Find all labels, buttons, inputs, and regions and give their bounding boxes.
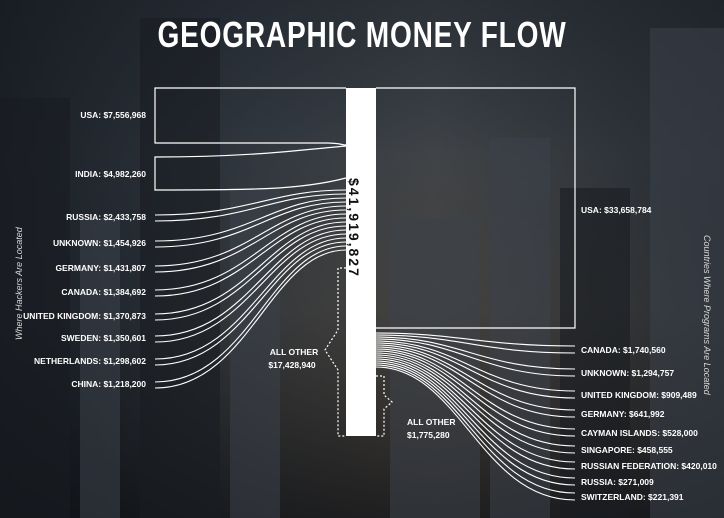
source-label-8: NETHERLANDS: $1,298,602 (34, 356, 146, 366)
flow-source-3 (154, 197, 347, 242)
flow-source-2-b (154, 193, 347, 222)
target-label-1: CANADA: $1,740,560 (581, 345, 666, 355)
source-label-2: RUSSIA: $2,433,758 (66, 212, 146, 222)
flow-source-4 (154, 205, 347, 267)
flow-target-8 (375, 360, 576, 479)
flow-target-2-b (375, 338, 576, 377)
target-label-4: GERMANY: $641,992 (581, 409, 665, 419)
source-label-india: INDIA: $4,982,260 (75, 169, 146, 179)
source-label-4: GERMANY: $1,431,807 (55, 263, 146, 273)
target-label-9: SWITZERLAND: $221,391 (581, 492, 684, 502)
target-other-bracket (376, 375, 393, 437)
flow-target-1-b (375, 334, 576, 354)
source-label-9: CHINA: $1,218,200 (71, 379, 146, 389)
target-label-5: CAYMAN ISLANDS: $528,000 (581, 428, 698, 438)
labels: USA: $7,556,968 INDIA: $4,982,260 RUSSIA: … (23, 110, 717, 502)
right-axis-label: Countries Where Programs Are Located (702, 235, 712, 395)
flow-target-1 (375, 332, 576, 347)
right-flows (375, 87, 576, 501)
flow-target-5-b (375, 350, 576, 437)
flow-source-5-b (154, 217, 347, 297)
flow-source-7-b (154, 233, 347, 343)
flow-target-4-b (375, 346, 576, 418)
flow-target-5 (375, 348, 576, 430)
flow-usa-source (154, 87, 347, 146)
source-other-label: ALL OTHER (270, 347, 318, 357)
target-label-3: UNITED KINGDOM: $909,489 (581, 390, 697, 400)
source-label-7: SWEDEN: $1,350,601 (61, 333, 146, 343)
source-label-usa: USA: $7,556,968 (80, 110, 146, 120)
flow-target-8-b (375, 362, 576, 486)
flow-source-6 (154, 221, 347, 315)
flow-target-9-b (375, 366, 576, 501)
flow-source-9 (154, 245, 347, 383)
flow-target-6-b (375, 354, 576, 454)
target-label-usa: USA: $33,658,784 (581, 205, 652, 215)
flow-target-2 (375, 336, 576, 370)
source-other-value: $17,428,940 (268, 360, 316, 370)
flow-source-7 (154, 229, 347, 337)
source-label-5: CANADA: $1,384,692 (61, 287, 146, 297)
left-flows (154, 87, 347, 437)
target-label-2: UNKNOWN: $1,294,757 (581, 368, 674, 378)
flow-target-7-b (375, 358, 576, 470)
source-label-6: UNITED KINGDOM: $1,370,873 (23, 311, 146, 321)
flow-source-9-b (154, 249, 347, 389)
flow-source-4-b (154, 209, 347, 273)
flow-target-6 (375, 352, 576, 447)
page-title: GEOGRAPHIC MONEY FLOW (157, 14, 567, 55)
flow-source-2 (154, 189, 347, 216)
left-axis-label: Where Hackers Are Located (14, 227, 24, 340)
flow-source-8-b (154, 241, 347, 366)
flow-source-5 (154, 213, 347, 291)
target-other-label: ALL OTHER (407, 417, 455, 427)
flow-target-4 (375, 344, 576, 411)
flow-source-8 (154, 237, 347, 360)
flow-usa-target (376, 87, 576, 329)
flow-target-3 (375, 340, 576, 392)
flow-source-6-b (154, 225, 347, 321)
flow-target-9 (375, 364, 576, 494)
flow-source-3-b (154, 201, 347, 248)
target-label-8: RUSSIA: $271,009 (581, 477, 654, 487)
center-bar (346, 88, 376, 436)
flow-india-source (154, 145, 347, 191)
source-label-3: UNKNOWN: $1,454,926 (53, 238, 146, 248)
flow-target-7 (375, 356, 576, 463)
target-other-value: $1,775,280 (407, 430, 450, 440)
total-amount: $41,919,827 (346, 178, 362, 278)
target-label-6: SINGAPORE: $458,555 (581, 445, 673, 455)
source-other-bracket (324, 267, 346, 437)
target-label-7: RUSSIAN FEDERATION: $420,010 (581, 461, 717, 471)
flow-target-3-b (375, 342, 576, 399)
